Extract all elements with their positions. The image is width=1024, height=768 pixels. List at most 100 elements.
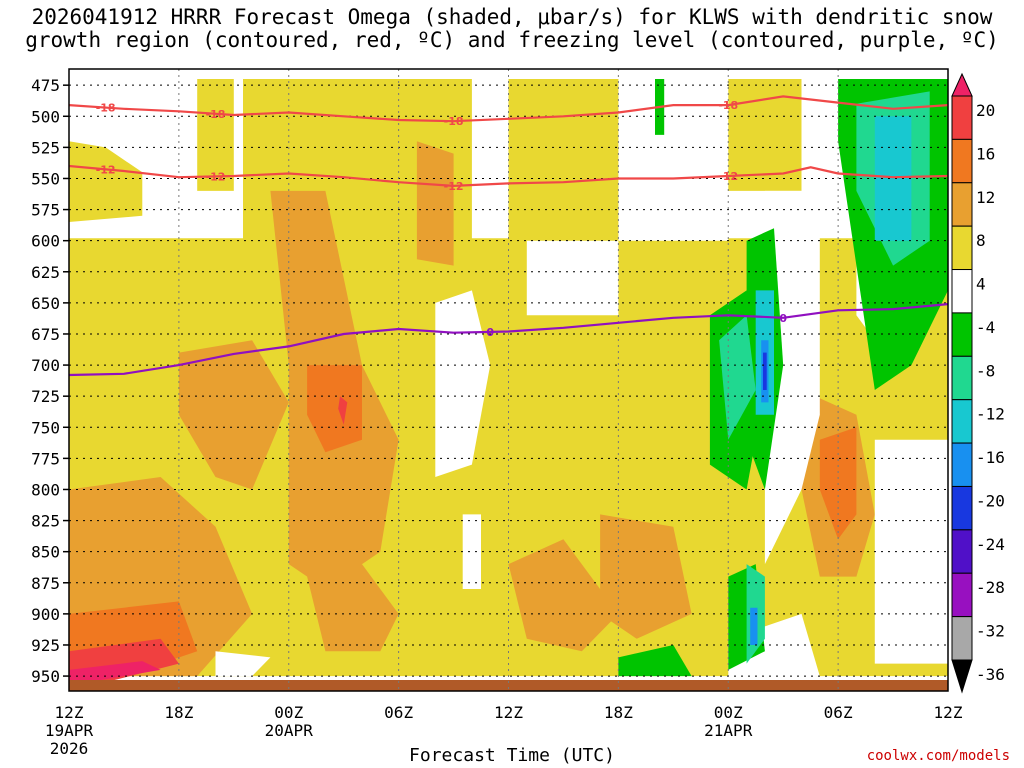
omega-region-14 (307, 365, 362, 453)
y-tick-label-925: 925 (31, 636, 60, 655)
omega-region-5 (69, 141, 143, 222)
y-tick-label-625: 625 (31, 263, 60, 282)
colorbar-bin-1 (951, 95, 973, 140)
contour-label-0-1: 0 (779, 312, 787, 325)
colorbar-label-5: -4 (976, 318, 995, 337)
omega-region-8 (416, 141, 454, 266)
title-line2: growth region (contoured, red, ºC) and f… (25, 28, 999, 52)
x-tick-label-36: 00Z (714, 703, 743, 722)
y-tick-label-500: 500 (31, 107, 60, 126)
colorbar-bin-4 (951, 225, 973, 271)
colorbar-bin-5 (951, 269, 973, 314)
contour-label--12-2: -12 (444, 180, 464, 193)
omega-region-10 (307, 564, 399, 652)
omega-region-23 (618, 79, 729, 241)
y-tick-label-475: 475 (31, 76, 60, 95)
colorbar-bin-3 (951, 182, 973, 227)
omega-region-19 (338, 396, 348, 425)
omega-shading (69, 79, 948, 683)
x-tick-label-48: 12Z (934, 703, 963, 722)
omega-region-20 (435, 290, 491, 477)
colorbar-label-12: -32 (976, 622, 1005, 641)
contour-label-0-0: 0 (486, 326, 494, 339)
omega-region-22 (526, 240, 619, 316)
omega-region-26 (874, 439, 948, 664)
plot-frame (68, 68, 949, 692)
y-tick-label-875: 875 (31, 574, 60, 593)
colorbar-label-10: -24 (976, 535, 1005, 554)
y-tick-label-825: 825 (31, 512, 60, 531)
y-tick-label-575: 575 (31, 201, 60, 220)
chart-title: 2026041912 HRRR Forecast Omega (shaded, … (0, 6, 1024, 52)
contour-label--12-3: -12 (718, 170, 738, 183)
omega-region-28 (728, 613, 820, 683)
y-tick-label-900: 900 (31, 605, 60, 624)
y-tick-label-550: 550 (31, 169, 60, 188)
terrain-fill (69, 680, 948, 691)
omega-region-3 (508, 79, 637, 241)
y-tick-label-775: 775 (31, 449, 60, 468)
y-tick-label-800: 800 (31, 480, 60, 499)
colorbar-label-1: 16 (976, 144, 995, 163)
colorbar-bin-13 (951, 616, 973, 661)
contour--18 (69, 95, 948, 123)
colorbar-bin-10 (951, 485, 973, 531)
y-tick-label-650: 650 (31, 294, 60, 313)
x-tick-label-42: 06Z (824, 703, 853, 722)
y-tick-label-725: 725 (31, 387, 60, 406)
x-tick-label-30: 18Z (604, 703, 633, 722)
omega-region-33 (618, 645, 692, 677)
contour-0 (69, 303, 948, 377)
contours: -18 -18 -18 -18 -12 -12 -12 -12 0 0 (69, 95, 948, 377)
x-tick-label-24: 12Z (494, 703, 523, 722)
omega-region-11 (508, 539, 619, 652)
colorbar-label-4: 4 (976, 275, 986, 294)
x-tick-label-6: 18Z (164, 703, 193, 722)
omega-region-12 (600, 514, 692, 639)
colorbar-label-8: -16 (976, 448, 1005, 467)
x-axis-title: Forecast Time (UTC) (409, 745, 615, 766)
colorbar-bin-2 (951, 138, 973, 184)
y-tick-label-675: 675 (31, 325, 60, 344)
contour-label--18-2: -18 (444, 115, 464, 128)
colorbar-bin-9 (951, 442, 973, 487)
colorbar-label-6: -8 (976, 361, 995, 380)
colorbar-bin-7 (951, 355, 973, 401)
title-line1: 2026041912 HRRR Forecast Omega (shaded, … (31, 5, 993, 29)
colorbar-bin-11 (951, 529, 973, 574)
y-tick-label-525: 525 (31, 138, 60, 157)
colorbar-label-9: -20 (976, 491, 1005, 510)
x-date-label-36: 21APR (704, 721, 753, 740)
omega-region-42 (750, 607, 758, 645)
x-tick-label-18: 06Z (384, 703, 413, 722)
credit-link[interactable]: coolwx.com/models (866, 748, 1010, 764)
omega-region-24 (764, 190, 820, 565)
omega-region-6 (178, 340, 289, 490)
contour--12 (69, 164, 948, 188)
omega-region-43 (763, 352, 767, 390)
colorbar-label-2: 12 (976, 188, 995, 207)
omega-region-21 (462, 514, 481, 589)
colorbar-bottom-arrow (951, 659, 973, 694)
colorbar-bin-8 (951, 399, 973, 444)
colorbar-top-arrow (951, 72, 973, 97)
x-date-label-12: 20APR (265, 721, 314, 740)
x-date-label-0: 19APR (45, 721, 94, 740)
colorbar: 20 16 12 8 4 -4 -8 -12 -16 -20 -24 -28 -32 -36 (951, 72, 1005, 694)
y-tick-label-700: 700 (31, 356, 60, 375)
x-tick-label-12: 00Z (274, 703, 303, 722)
omega-region-27 (69, 116, 179, 142)
contour-label--12-0: -12 (96, 163, 116, 176)
omega-region-1 (197, 79, 234, 191)
omega-region-29 (215, 651, 271, 677)
y-tick-label-850: 850 (31, 543, 60, 562)
colorbar-bin-12 (951, 572, 973, 618)
colorbar-label-11: -28 (976, 578, 1005, 597)
omega-region-18 (69, 661, 161, 683)
colorbar-label-7: -12 (976, 405, 1005, 424)
y-tick-label-950: 950 (31, 667, 60, 686)
y-tick-label-600: 600 (31, 232, 60, 251)
contour-label--18-1: -18 (206, 108, 226, 121)
